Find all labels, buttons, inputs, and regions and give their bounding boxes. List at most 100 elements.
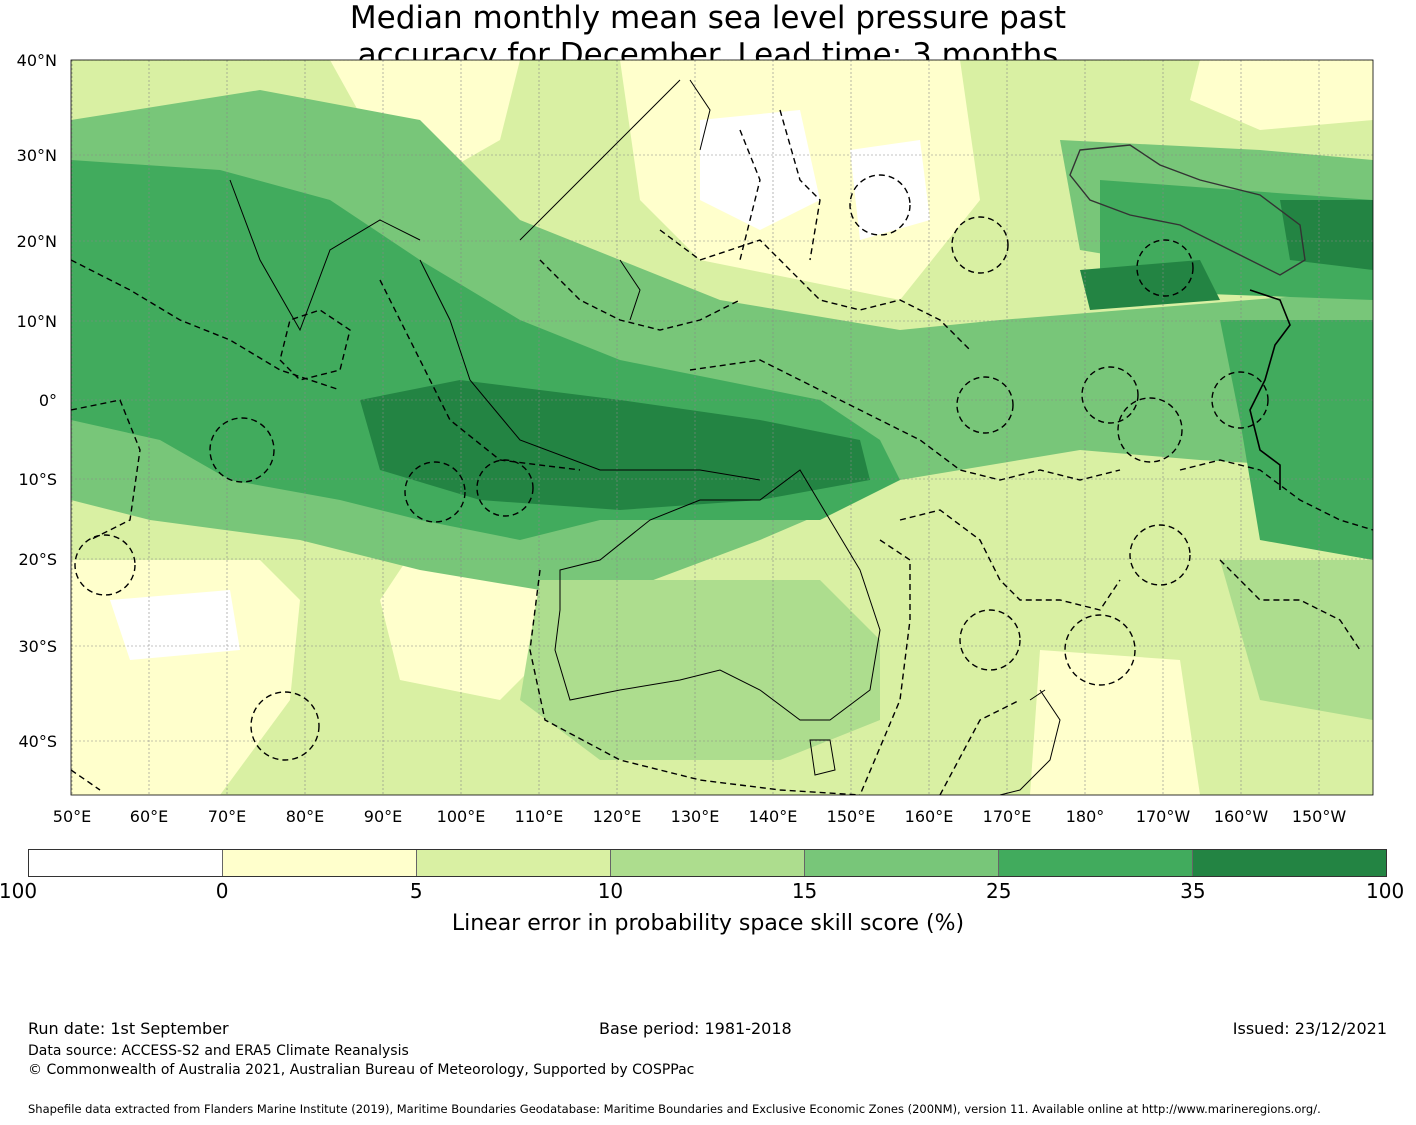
data-source: Data source: ACCESS-S2 and ERA5 Climate … [28,1043,409,1059]
lat-label: 0° [39,391,57,410]
eez-japan-south [739,129,761,261]
colorbar-swatch [223,850,417,876]
base-period: Base period: 1981-2018 [599,1019,792,1038]
lon-label: 160°E [905,807,954,826]
lon-label: 150°E [827,807,876,826]
eez-circle-christmas [404,461,466,523]
lon-label: 130°E [671,807,720,826]
lon-label: 170°W [1136,807,1191,826]
colorbar-label: Linear error in probability space skill … [451,911,965,936]
lon-label: 100°E [437,807,486,826]
lon-label: 180° [1066,807,1105,826]
eez-melanesia [689,359,1121,481]
eez-australia [529,539,911,795]
eez-circle-johnston [1136,239,1194,297]
eez-circle-niue [1129,524,1191,586]
longitude-labels: 50°E 60°E 70°E 80°E 90°E 100°E 110°E 120°E 130°E… [53,807,1347,826]
lon-label: 50°E [53,807,91,826]
eez-circle-nauru [956,376,1014,434]
field-south-pacific [1220,560,1373,720]
skill-field [71,60,1373,795]
lat-label: 20°S [18,550,57,569]
map-area: 40°N 30°N 20°N 10°N 0° 10°S 20°S 30°S 40°S 50°E 6… [17,51,1374,826]
colorbar-tick-label: 15 [791,879,818,903]
colorbar-tick-label: 35 [1180,879,1206,903]
eez-circle-norfolk [959,609,1021,671]
lat-label: 10°S [18,470,57,489]
colorbar-swatch [805,850,999,876]
field-central-pacific-dark [1220,320,1373,560]
eez-circle-reunion [74,534,136,596]
new-zealand-coast [999,689,1061,795]
lon-label: 70°E [208,807,246,826]
colorbar-swatch [1193,850,1386,876]
field-ne-darkest [1280,200,1373,270]
field-ne-pacific [1190,60,1373,130]
eez-sri-lanka [279,309,351,381]
eez-micronesia [659,229,971,351]
lat-label: 30°S [18,637,57,656]
field-pacific-white [850,140,930,240]
india-coast [229,179,421,332]
field-indian-white [110,590,240,660]
eez-bonin [779,109,821,261]
lon-label: 160°W [1214,807,1269,826]
lat-label: 20°N [17,232,57,251]
lon-label: 90°E [364,807,402,826]
field-tasman-east [1030,650,1200,795]
shapefile-credit: Shapefile data extracted from Flanders M… [28,1102,1321,1116]
eez-polynesia [1179,459,1373,651]
field-japan-sea [700,110,820,230]
issued-date: Issued: 23/12/2021 [1232,1019,1387,1038]
lon-label: 150°W [1292,807,1347,826]
eez-circle-phoenix [1117,397,1183,463]
eez-circle-chagos [209,417,275,483]
eez-circle-minamitori [849,174,911,236]
map-frame [70,59,1374,796]
copyright: © Commonwealth of Australia 2021, Austra… [28,1062,695,1078]
run-date: Run date: 1st September [28,1019,229,1038]
colorbar-tick-label: -100 [0,879,38,903]
lon-label: 170°E [983,807,1032,826]
colorbar-swatch [417,850,611,876]
lon-label: 120°E [593,807,642,826]
map-title: Median monthly mean sea level pressure p… [0,0,1416,74]
coastlines [229,79,1061,795]
sea-coast [419,259,761,481]
eez-circle-line-islands [1211,371,1269,429]
colorbar-swatch [999,850,1193,876]
lat-label: 40°N [17,51,57,70]
colorbar-swatch [611,850,805,876]
eez-scs [539,259,741,331]
lon-label: 140°E [749,807,798,826]
eez-boundaries [71,109,1373,795]
colorbar [28,849,1387,877]
papahanaumokuakea-boundary [1069,144,1306,276]
field-tibet [330,60,520,180]
eez-southern [71,699,1021,795]
japan-coast [689,79,711,151]
lon-label: 60°E [130,807,168,826]
colorbar-tick-label: 100 [1365,879,1405,903]
field-hawaii-darkest [1080,260,1220,310]
lat-label: 40°S [18,732,57,751]
australia-coast [554,469,881,721]
kiribati-line-boundary [1249,289,1291,490]
lat-label: 30°N [17,146,57,165]
lon-label: 110°E [515,807,564,826]
lat-label: 10°N [17,312,57,331]
eez-circle-howland [1081,366,1139,424]
philippines-coast [619,259,641,321]
eez-circle-wake [951,216,1009,274]
eez-circle-amsterdam [250,691,320,761]
colorbar-swatch [29,850,223,876]
graticule [71,60,1373,795]
colorbar-tick-label: 0 [215,879,229,903]
colorbar-tick-label: 10 [597,879,624,903]
field-australia-south [520,580,880,760]
lon-label: 80°E [286,807,324,826]
china-coast [519,79,681,241]
title-line-1: Median monthly mean sea level pressure p… [349,0,1067,36]
latitude-labels: 40°N 30°N 20°N 10°N 0° 10°S 20°S 30°S 40°S [17,51,57,751]
colorbar-tick-label: 25 [985,879,1012,903]
